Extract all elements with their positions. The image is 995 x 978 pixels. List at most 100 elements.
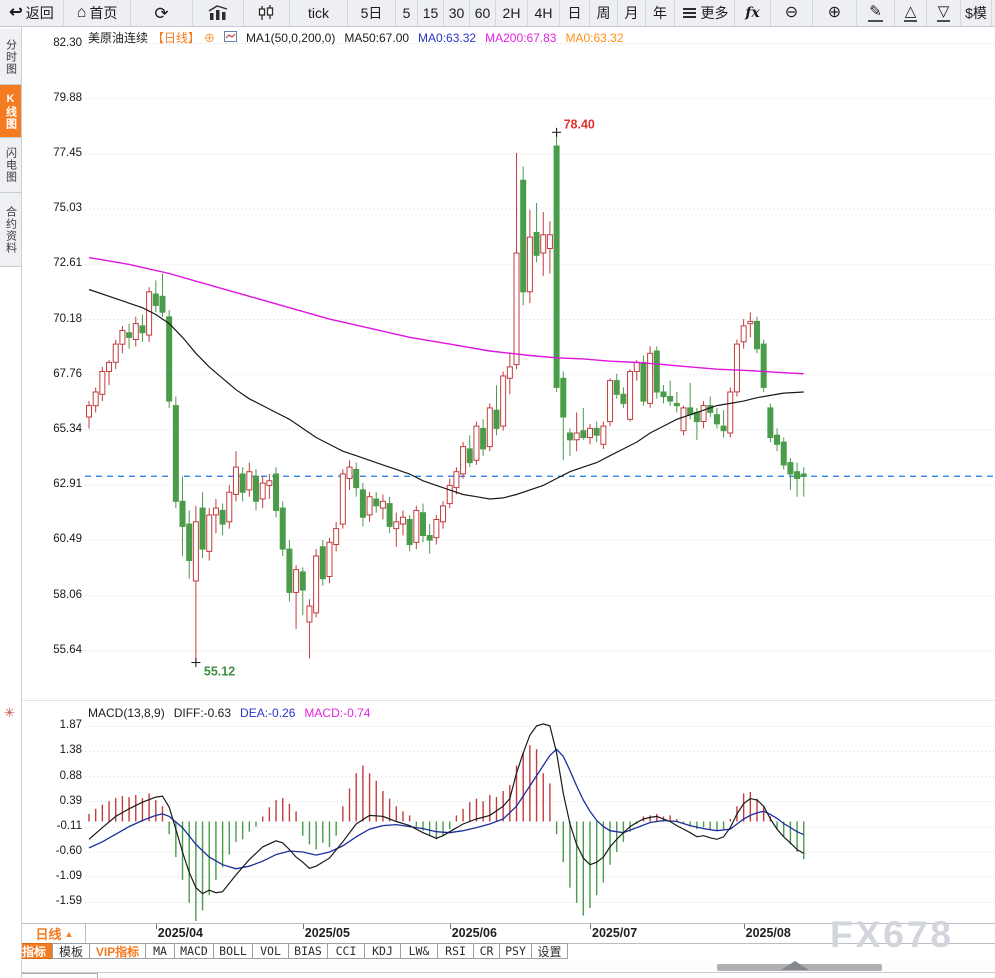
macd-histogram: [88, 745, 805, 921]
tab-kdj[interactable]: KDJ: [364, 943, 401, 959]
gridlines: [85, 43, 995, 903]
price-axis-label: 58.06: [53, 588, 82, 601]
tab-psy[interactable]: PSY: [499, 943, 532, 959]
interval-day-button[interactable]: 日: [560, 0, 590, 26]
tab-cci[interactable]: CCI: [327, 943, 365, 959]
macd-axis-label: -1.09: [55, 869, 82, 882]
interval-2h-button[interactable]: 2H: [496, 0, 528, 26]
month-label: 2025/08: [745, 926, 791, 940]
month-tick: [449, 924, 451, 929]
triangle-up-icon: △: [903, 3, 918, 22]
pencil-icon: ✎: [868, 3, 883, 22]
add-indicator-icon[interactable]: ⊕: [204, 29, 215, 45]
tab-settings[interactable]: 设置: [531, 943, 568, 959]
tab-vip-indicators[interactable]: VIP指标: [89, 943, 146, 959]
sidebar-tab-kline[interactable]: K线图: [0, 85, 21, 138]
price-axis-label: 60.49: [53, 533, 82, 546]
sidebar-tab-contract-info[interactable]: 合约资料: [0, 193, 21, 267]
back-button[interactable]: ↩ 返回: [0, 0, 64, 26]
tab-cr[interactable]: CR: [473, 943, 500, 959]
price-axis-label: 65.34: [53, 422, 82, 435]
month-label: 2025/06: [451, 926, 497, 940]
dea-line: [88, 748, 805, 870]
interval-year-button[interactable]: 年: [646, 0, 675, 26]
period-dropdown-arrow-icon: ▲: [64, 928, 74, 939]
tab-lw[interactable]: LW&: [400, 943, 438, 959]
sidebar-tab-lightning[interactable]: 闪电图: [0, 138, 21, 193]
interval-tick-button-label: tick: [308, 5, 329, 21]
chart-type-candle-button[interactable]: [244, 0, 290, 26]
month-label: 2025/07: [592, 926, 638, 940]
tab-macd[interactable]: MACD: [174, 943, 214, 959]
diff-value: DIFF:-0.63: [173, 706, 232, 720]
period-dropdown-label: 日线: [35, 927, 62, 942]
panel-collapse-handle[interactable]: [781, 961, 809, 970]
zoom-in-button[interactable]: ⊕: [813, 0, 857, 26]
interval-15min-button-label: 15: [422, 5, 439, 21]
ma0-value-orange: MA0:63.32: [565, 30, 624, 45]
panel-up-button[interactable]: △: [895, 0, 927, 26]
price-axis-label: 70.18: [53, 312, 82, 325]
indicator-tab-bar: 指标 模板 VIP指标 MA MACD BOLL VOL BIAS CCI KDJ LW& RSI CR…: [15, 943, 568, 961]
tab-templates[interactable]: 模板: [52, 943, 90, 959]
interval-4h-button[interactable]: 4H: [528, 0, 560, 26]
interval-60min-button-label: 60: [474, 5, 491, 21]
low-annotation: 55.12: [191, 658, 235, 679]
month-tick: [743, 924, 745, 929]
tab-boll[interactable]: BOLL: [213, 943, 253, 959]
chart-type-bar-button[interactable]: [193, 0, 244, 26]
interval-month-button-label: 月: [624, 5, 639, 21]
interval-month-button[interactable]: 月: [618, 0, 646, 26]
symbol-name: 美原油连续: [88, 31, 149, 45]
back-button-label: 返回: [25, 5, 54, 21]
sidebar-tab-time-share[interactable]: 分时图: [0, 29, 21, 85]
price-axis-label: 79.88: [53, 91, 82, 104]
month-tick: [155, 924, 157, 929]
more-button[interactable]: 更多: [675, 0, 735, 26]
home-button[interactable]: ⌂ 首页: [64, 0, 131, 26]
chart-type-sidebar: 分时图 K线图 闪电图 合约资料: [0, 27, 22, 978]
interval-year-button-label: 年: [653, 5, 667, 21]
interval-tick-button[interactable]: tick: [290, 0, 348, 26]
period-dropdown[interactable]: 日线 ▲: [24, 924, 86, 943]
sim-trade-button[interactable]: $模: [961, 0, 992, 26]
interval-5min-button[interactable]: 5: [396, 0, 418, 26]
diff-line: [88, 723, 805, 895]
ma50-line: [88, 288, 804, 500]
zoom-out-icon: ⊖: [784, 4, 799, 21]
tab-bias[interactable]: BIAS: [288, 943, 328, 959]
price-pane-header: 美原油连续 【日线】 ⊕ MA1(50,0,200,0) MA50:67.00 …: [88, 29, 624, 46]
indicator-fx-button[interactable]: fx: [735, 0, 771, 26]
tab-ma[interactable]: MA: [145, 943, 175, 959]
interval-30min-button[interactable]: 30: [444, 0, 470, 26]
top-toolbar: ↩ 返回 ⌂ 首页 ⟳ tick 5日 5 15 30 60 2H 4H 日周月年更多 fx ⊖ ⊕ ✎ △ ▽ $模: [0, 0, 995, 27]
interval-5min-button-label: 5: [402, 5, 411, 21]
fx-icon: fx: [745, 5, 760, 21]
price-axis-label: 72.61: [53, 257, 82, 270]
interval-week-button[interactable]: 周: [590, 0, 618, 26]
panel-down-button[interactable]: ▽: [927, 0, 961, 26]
draw-button[interactable]: ✎: [857, 0, 895, 26]
interval-5day-button[interactable]: 5日: [348, 0, 396, 26]
refresh-button[interactable]: ⟳: [131, 0, 193, 26]
macd-axis-label: 0.88: [59, 769, 82, 782]
high-annotation: 78.40: [552, 117, 595, 137]
triangle-down-icon: ▽: [936, 3, 951, 22]
tab-indicators[interactable]: 指标: [15, 943, 53, 959]
macd-value: MACD:-0.74: [304, 706, 371, 720]
ma50-value: MA50:67.00: [344, 30, 410, 45]
interval-60min-button[interactable]: 60: [470, 0, 496, 26]
interval-2h-button-label: 2H: [502, 5, 521, 21]
indicator-pinwheel-icon[interactable]: ✳: [4, 705, 15, 720]
tab-rsi[interactable]: RSI: [437, 943, 474, 959]
pane-divider: [22, 700, 995, 701]
tab-vol[interactable]: VOL: [252, 943, 289, 959]
zoom-out-button[interactable]: ⊖: [771, 0, 813, 26]
mini-chart-badge-icon: [223, 30, 237, 45]
macd-axis-label: -0.11: [56, 820, 82, 833]
interval-15min-button[interactable]: 15: [418, 0, 444, 26]
interval-day-button-label: 日: [567, 5, 582, 21]
bar-chart-icon: [208, 5, 227, 20]
month-tick: [590, 924, 591, 929]
